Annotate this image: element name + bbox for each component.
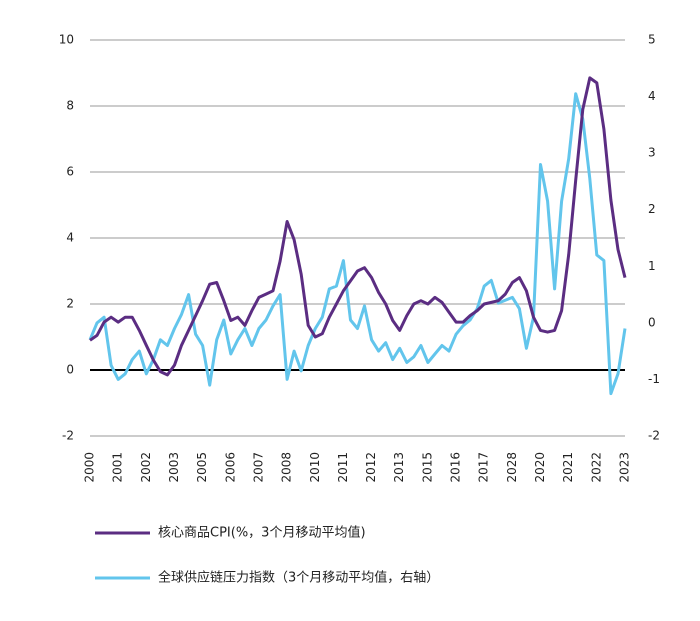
- x-tick-label: 2002: [139, 452, 153, 483]
- y2-tick-label: 0: [648, 315, 656, 329]
- x-tick-label: 2017: [477, 452, 491, 483]
- x-tick-label: 2020: [533, 452, 547, 483]
- legend-label: 全球供应链压力指数（3个月移动平均值，右轴）: [158, 570, 439, 586]
- y-tick-label: 2: [66, 297, 74, 311]
- series-line: [89, 76, 627, 377]
- x-tick-label: 2000: [83, 452, 97, 483]
- y-tick-label: 6: [66, 165, 74, 179]
- y-tick-label: 4: [66, 231, 74, 245]
- y-tick-label: 8: [66, 99, 74, 113]
- x-tick-label: 2005: [195, 452, 209, 483]
- x-tick-label: 2001: [111, 452, 125, 483]
- y2-tick-label: 2: [648, 202, 656, 216]
- y2-tick-label: -2: [648, 429, 660, 443]
- legend-label: 核心商品CPI(%，3个月移动平均值): [158, 525, 366, 541]
- x-tick-label: 2010: [308, 452, 322, 483]
- x-tick-label: 2011: [336, 452, 350, 483]
- x-tick-label: 2006: [223, 452, 237, 483]
- x-tick-label: 2022: [589, 452, 603, 483]
- y2-tick-label: 5: [648, 33, 656, 47]
- x-tick-label: 2028: [505, 452, 519, 483]
- y2-tick-label: 4: [648, 89, 656, 103]
- x-tick-label: 2012: [364, 452, 378, 483]
- y2-tick-label: -1: [648, 372, 660, 386]
- y-tick-label: 0: [66, 363, 74, 377]
- y-tick-label: -2: [62, 429, 74, 443]
- x-tick-label: 2015: [420, 452, 434, 483]
- y-tick-label: 10: [59, 33, 74, 47]
- x-tick-label: 2003: [167, 452, 181, 483]
- x-tick-label: 2021: [561, 452, 575, 483]
- x-tick-label: 2008: [280, 452, 294, 483]
- x-tick-label: 2023: [618, 452, 632, 483]
- x-tick-label: 2013: [392, 452, 406, 483]
- y2-tick-label: 1: [648, 259, 656, 273]
- x-tick-label: 2007: [251, 452, 265, 483]
- x-tick-label: 2016: [449, 452, 463, 483]
- series-line: [88, 92, 627, 396]
- y2-tick-label: 3: [648, 146, 656, 160]
